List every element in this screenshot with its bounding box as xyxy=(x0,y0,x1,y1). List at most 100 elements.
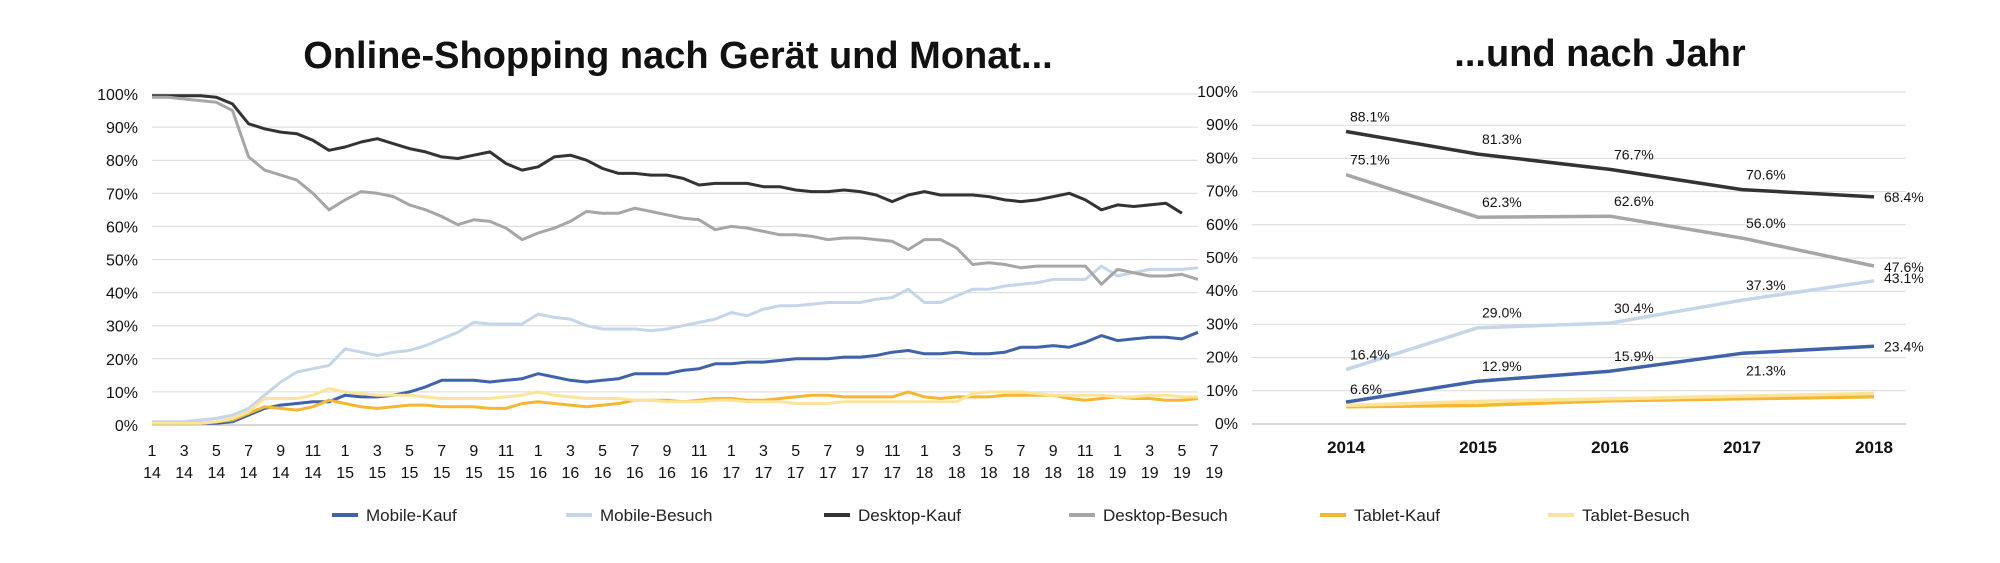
x-tick-label-month: 7 xyxy=(823,443,832,460)
x-tick-label-month: 7 xyxy=(1017,443,1026,460)
x-tick-label-month: 5 xyxy=(598,443,607,460)
monthly-chart-series xyxy=(152,94,1199,425)
y-tick-label: 70% xyxy=(106,186,138,203)
data-label-mobile-besuch: 37.3% xyxy=(1746,277,1786,293)
data-label-desktop-kauf: 70.6% xyxy=(1746,167,1786,183)
x-tick-label-month: 1 xyxy=(920,443,929,460)
legend-item-mobile-besuch: Mobile-Besuch xyxy=(566,506,712,525)
y-tick-label: 90% xyxy=(1206,117,1238,134)
x-tick-label-month: 3 xyxy=(1145,443,1154,460)
series-line-mobile-besuch xyxy=(152,264,1199,424)
x-tick-label-month: 5 xyxy=(405,443,414,460)
x-tick-label: 2018 xyxy=(1855,438,1893,457)
data-label-desktop-besuch: 56.0% xyxy=(1746,215,1786,231)
x-tick-label-year: 19 xyxy=(1141,465,1159,482)
x-tick-label-year: 19 xyxy=(1109,465,1127,482)
x-tick-label: 2014 xyxy=(1327,438,1365,457)
x-tick-label-year: 16 xyxy=(690,465,708,482)
yearly-chart-data-labels: 6.6% 12.9% 15.9% 21.3% 23.4% 16.4% 29.0% 30.4% 3… xyxy=(1350,109,1924,398)
data-label-mobile-kauf: 23.4% xyxy=(1884,338,1924,354)
series-line-desktop-besuch xyxy=(1345,173,1875,268)
x-tick-label-month: 5 xyxy=(984,443,993,460)
series-line-mobile-kauf xyxy=(152,330,1199,425)
y-tick-label: 0% xyxy=(115,418,138,435)
y-tick-label: 50% xyxy=(106,253,138,270)
x-tick-label-year: 18 xyxy=(1012,465,1030,482)
x-tick-label-year: 16 xyxy=(658,465,676,482)
x-tick-label-month: 9 xyxy=(469,443,478,460)
x-tick-label: 2016 xyxy=(1591,438,1629,457)
data-label-desktop-besuch: 62.6% xyxy=(1614,193,1654,209)
x-tick-label: 2017 xyxy=(1723,438,1761,457)
series-line-mobile-besuch xyxy=(1345,279,1875,372)
x-tick-label-month: 11 xyxy=(884,443,901,460)
x-tick-label-year: 18 xyxy=(980,465,998,482)
y-tick-label: 20% xyxy=(1206,350,1238,367)
x-tick-label-month: 11 xyxy=(691,443,708,460)
yearly-chart: ...und nach Jahr 0%10%20%30%40%50%60%70%… xyxy=(1197,33,1924,457)
legend-item-tablet-kauf: Tablet-Kauf xyxy=(1320,506,1440,525)
data-label-mobile-besuch: 16.4% xyxy=(1350,347,1390,363)
data-label-mobile-kauf: 21.3% xyxy=(1746,362,1786,378)
legend-label: Desktop-Besuch xyxy=(1103,506,1228,525)
y-tick-label: 70% xyxy=(1206,184,1238,201)
x-tick-label-month: 1 xyxy=(534,443,543,460)
yearly-chart-series xyxy=(1345,129,1875,409)
x-tick-label-month: 9 xyxy=(1049,443,1058,460)
legend-item-mobile-kauf: Mobile-Kauf xyxy=(332,506,457,525)
y-tick-label: 20% xyxy=(106,352,138,369)
y-tick-label: 30% xyxy=(1206,316,1238,333)
x-tick-label-year: 16 xyxy=(626,465,644,482)
x-tick-label-year: 17 xyxy=(722,465,740,482)
data-label-desktop-besuch: 47.6% xyxy=(1884,259,1924,275)
legend: Mobile-Kauf Mobile-Besuch Desktop-Kauf Desk… xyxy=(332,506,1690,525)
x-tick-label-year: 14 xyxy=(272,465,290,482)
x-tick-label-year: 14 xyxy=(143,465,161,482)
legend-label: Tablet-Besuch xyxy=(1582,506,1690,525)
x-tick-label-year: 15 xyxy=(465,465,483,482)
series-line-tablet-kauf xyxy=(1345,395,1875,409)
yearly-chart-x-axis: 2014 2015 2016 2017 2018 xyxy=(1327,438,1893,457)
monthly-chart-x-axis: 1143145147149141114115315515715915111511… xyxy=(143,443,1223,482)
x-tick-label-year: 18 xyxy=(1044,465,1062,482)
x-tick-label-year: 15 xyxy=(368,465,386,482)
x-tick-label-year: 17 xyxy=(883,465,901,482)
y-tick-label: 40% xyxy=(106,286,138,303)
x-tick-label-month: 3 xyxy=(180,443,189,460)
y-tick-label: 60% xyxy=(106,219,138,236)
legend-label: Mobile-Kauf xyxy=(366,506,457,525)
data-label-desktop-besuch: 75.1% xyxy=(1350,152,1390,168)
monthly-chart: Online-Shopping nach Gerät und Monat... … xyxy=(97,35,1223,482)
series-line-desktop-kauf xyxy=(152,94,1183,215)
x-tick-label: 2015 xyxy=(1459,438,1497,457)
x-tick-label-month: 1 xyxy=(727,443,736,460)
legend-item-desktop-kauf: Desktop-Kauf xyxy=(824,506,961,525)
y-tick-label: 100% xyxy=(1197,84,1238,101)
series-line-tablet-besuch xyxy=(1345,391,1875,408)
monthly-chart-title: Online-Shopping nach Gerät und Monat... xyxy=(303,35,1052,77)
x-tick-label-month: 5 xyxy=(791,443,800,460)
data-label-mobile-kauf: 15.9% xyxy=(1614,348,1654,364)
x-tick-label-month: 3 xyxy=(759,443,768,460)
x-tick-label-month: 7 xyxy=(630,443,639,460)
x-tick-label-month: 9 xyxy=(663,443,672,460)
legend-label: Mobile-Besuch xyxy=(600,506,712,525)
data-label-mobile-kauf: 12.9% xyxy=(1482,358,1522,374)
x-tick-label-month: 9 xyxy=(276,443,285,460)
legend-item-desktop-besuch: Desktop-Besuch xyxy=(1069,506,1228,525)
x-tick-label-month: 9 xyxy=(856,443,865,460)
legend-label: Desktop-Kauf xyxy=(858,506,961,525)
x-tick-label-month: 11 xyxy=(1077,443,1094,460)
yearly-chart-title: ...und nach Jahr xyxy=(1454,33,1746,75)
y-tick-label: 100% xyxy=(97,87,138,104)
data-label-desktop-kauf: 81.3% xyxy=(1482,131,1522,147)
x-tick-label-month: 3 xyxy=(952,443,961,460)
series-line-desktop-kauf xyxy=(1345,129,1875,199)
x-tick-label-month: 11 xyxy=(305,443,322,460)
x-tick-label-month: 1 xyxy=(341,443,350,460)
monthly-chart-y-axis: 0% 10% 20% 30% 40% 50% 60% 70% 80% 90% 100% xyxy=(97,87,138,435)
data-label-desktop-kauf: 76.7% xyxy=(1614,146,1654,162)
y-tick-label: 30% xyxy=(106,319,138,336)
x-tick-label-year: 14 xyxy=(240,465,258,482)
x-tick-label-month: 3 xyxy=(373,443,382,460)
